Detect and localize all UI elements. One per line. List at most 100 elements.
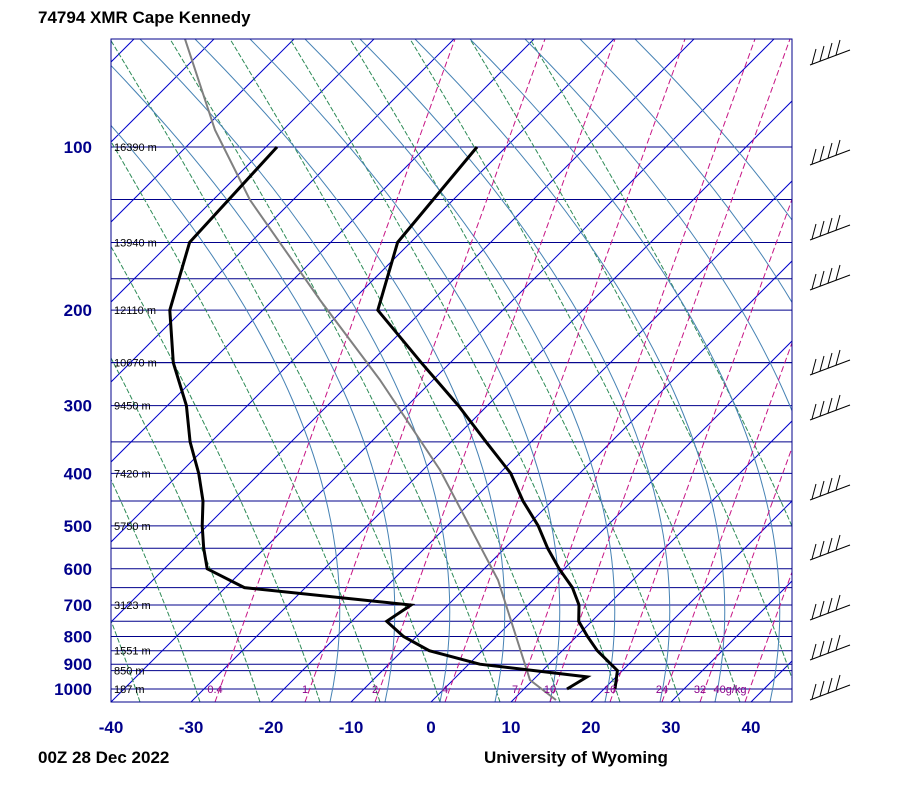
mixing-ratio-label: 2 — [372, 684, 378, 696]
isotherm-line — [111, 39, 375, 303]
isotherm-line — [270, 180, 792, 702]
wind-barb-flag — [827, 637, 833, 654]
wind-barb — [809, 214, 851, 241]
wind-barb-flag — [827, 397, 833, 414]
mixing-ratio-label: 1 — [302, 684, 308, 696]
height-label: 187 m — [114, 684, 145, 696]
x-tick-label: -10 — [339, 718, 364, 737]
wind-barb-flag — [811, 48, 817, 65]
wind-barb-flag — [827, 677, 833, 694]
x-tick-label: 0 — [426, 718, 435, 737]
wind-barb-flag — [819, 540, 825, 557]
wind-barb-staff — [809, 274, 851, 291]
wind-barb — [809, 139, 851, 166]
wind-barb — [809, 534, 851, 561]
isotherm-line — [111, 39, 295, 223]
moist-adiabat-line — [524, 39, 792, 413]
moist-adiabat-line — [139, 39, 451, 702]
wind-barb-staff — [809, 544, 851, 561]
wind-barb-flag — [811, 148, 817, 165]
mixing-ratio-line — [214, 39, 456, 702]
wind-barb-flag — [811, 358, 817, 375]
dry-adiabat-line — [409, 39, 741, 702]
temperature-profile — [376, 146, 619, 690]
chart-title: 74794 XMR Cape Kennedy — [38, 8, 251, 27]
wind-barb-flag — [835, 349, 841, 366]
moist-adiabat-line — [579, 39, 792, 304]
wind-barb-flag — [827, 537, 833, 554]
wind-barb — [809, 264, 851, 291]
height-label: 13940 m — [114, 237, 157, 249]
wind-barb — [809, 394, 851, 421]
moist-adiabat-line — [111, 124, 341, 702]
mixing-ratio-line — [514, 39, 756, 702]
wind-barbs — [809, 39, 851, 701]
height-label: 12110 m — [114, 305, 156, 317]
dry-adiabat-line — [111, 619, 141, 702]
wind-barb-flag — [819, 480, 825, 497]
wind-barb-flag — [835, 474, 841, 491]
mixing-ratio-label: 24 — [656, 684, 668, 696]
mixing-ratio-label: 0.4 — [207, 684, 222, 696]
wind-barb-flag — [827, 267, 833, 284]
wind-barb-flag — [811, 483, 817, 500]
wind-barb-flag — [811, 223, 817, 240]
footer-source: University of Wyoming — [484, 748, 668, 767]
height-label: 1551 m — [114, 646, 151, 658]
mixing-ratio-line — [744, 570, 792, 702]
isotherm-line — [831, 39, 900, 702]
mixing-ratio-line — [549, 39, 791, 702]
wind-barb-flag — [811, 543, 817, 560]
x-tick-label: 10 — [502, 718, 521, 737]
wind-barb-flag — [835, 634, 841, 651]
wind-barb — [809, 39, 851, 66]
wind-barb-staff — [809, 359, 851, 376]
height-label: 850 m — [114, 666, 145, 678]
wind-barb-staff — [809, 604, 851, 621]
wind-barb-flag — [835, 264, 841, 281]
wind-barb-flag — [811, 643, 817, 660]
wind-barb-staff — [809, 404, 851, 421]
plot-frame — [110, 38, 793, 703]
mixing-ratio-label: 4 — [442, 684, 448, 696]
mixing-ratio-label: 10 — [544, 684, 556, 696]
mixing-ratio-line — [609, 197, 792, 702]
isotherm-line — [111, 39, 455, 383]
wind-barb-flag — [827, 217, 833, 234]
wind-barb-flag — [819, 45, 825, 62]
height-label: 5750 m — [114, 521, 151, 533]
pressure-tick-label: 600 — [64, 560, 92, 579]
wind-barb-flag — [835, 39, 841, 56]
wind-barb-flag — [819, 600, 825, 617]
mixing-ratio-line — [304, 39, 546, 702]
footer-date: 00Z 28 Dec 2022 — [38, 748, 169, 767]
wind-barb-flag — [827, 352, 833, 369]
moist-adiabat-line — [249, 39, 561, 702]
dry-adiabat-line — [111, 140, 381, 702]
wind-barb-flag — [811, 273, 817, 290]
moist-adiabat-line — [194, 39, 506, 702]
wind-barb-flag — [835, 534, 841, 551]
pressure-tick-label: 1000 — [54, 680, 92, 699]
x-tick-label: -20 — [259, 718, 284, 737]
isotherm-line — [0, 39, 54, 702]
mixing-ratio-label: 7 — [512, 684, 518, 696]
moist-adiabat-line — [359, 39, 671, 702]
wind-barb-flag — [819, 355, 825, 372]
wind-barb-flag — [811, 683, 817, 700]
wind-barb-flag — [819, 145, 825, 162]
wind-barb — [809, 634, 851, 661]
wind-barb-flag — [819, 220, 825, 237]
moist-adiabat-line — [304, 39, 616, 702]
wind-barb-staff — [809, 149, 851, 166]
isotherm-line — [350, 260, 792, 702]
pressure-tick-label: 100 — [64, 138, 92, 157]
moist-adiabat-line — [414, 39, 726, 702]
x-tick-label: -30 — [179, 718, 204, 737]
wind-barb-flag — [835, 674, 841, 691]
wind-barb-flag — [819, 680, 825, 697]
x-tick-label: 30 — [662, 718, 681, 737]
mixing-ratio-label: 16 — [604, 684, 616, 696]
mixing-ratio-line — [699, 446, 792, 702]
